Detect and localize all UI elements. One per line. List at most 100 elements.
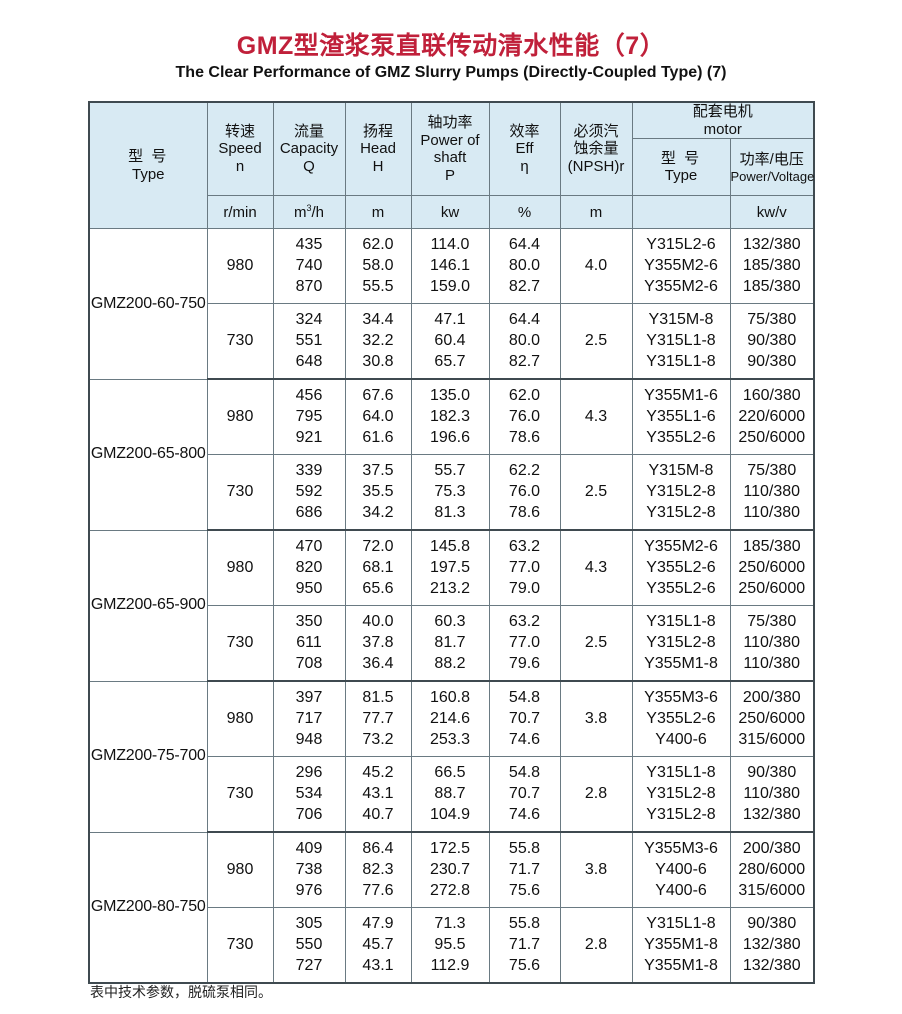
head-cell-value: 86.4 xyxy=(362,840,394,858)
head-cell: 34.4 32.2 30.8 xyxy=(344,303,412,381)
header-motor-en: motor xyxy=(703,120,742,138)
unit-speed: r/min xyxy=(206,195,274,230)
motor-power-voltage-cell-value: 250/6000 xyxy=(738,579,806,597)
speed-value: 730 xyxy=(206,756,274,834)
table-row: GMZ200-80-750 980 409 738 976 86.4 82.3 77.6 172… xyxy=(88,831,815,984)
head-cell: 67.6 64.0 61.6 xyxy=(344,378,412,456)
motor-type-cell-value: Y400-6 xyxy=(655,860,707,878)
capacity-cell: 350 611 708 xyxy=(272,605,346,683)
capacity-cell-value: 456 xyxy=(295,387,323,405)
table-row: GMZ200-65-900 980 470 820 950 72.0 68.1 65.6 145… xyxy=(88,529,815,682)
motor-power-voltage-cell-value: 75/380 xyxy=(747,311,797,329)
efficiency-cell-value: 55.8 xyxy=(508,915,541,933)
shaft-power-cell-value: 160.8 xyxy=(429,689,471,707)
header-efficiency-symbol: η xyxy=(520,158,529,176)
head-cell: 40.0 37.8 36.4 xyxy=(344,605,412,683)
header-speed-en: Speed xyxy=(218,140,262,158)
pump-model-name: GMZ200-65-900 xyxy=(88,529,208,682)
table-row: GMZ200-60-750 980 435 740 870 62.0 58.0 55.5 114… xyxy=(88,228,815,380)
head-cell-value: 55.5 xyxy=(362,277,394,295)
capacity-cell-value: 470 xyxy=(295,538,323,556)
header-npsh-zh1: 必须汽 xyxy=(573,122,619,140)
head-cell-value: 77.6 xyxy=(362,881,394,899)
motor-power-voltage-cell: 132/380 185/380 185/380 xyxy=(729,228,815,305)
page-title-chinese: GMZ型渣浆泵直联传动清水性能（7） xyxy=(236,32,666,60)
motor-power-voltage-cell-value: 132/380 xyxy=(742,935,801,953)
motor-power-voltage-cell-value: 250/6000 xyxy=(738,558,806,576)
motor-power-voltage-cell-value: 90/380 xyxy=(747,331,797,349)
motor-power-voltage-cell-value: 110/380 xyxy=(743,482,801,500)
head-cell-value: 82.3 xyxy=(362,860,394,878)
shaft-power-cell-value: 112.9 xyxy=(430,956,470,974)
capacity-cell-value: 740 xyxy=(295,256,323,274)
motor-type-cell-value: Y355L2-6 xyxy=(646,579,716,597)
shaft-power-cell-value: 66.5 xyxy=(434,764,466,782)
shaft-power-cell-value: 47.1 xyxy=(434,311,466,329)
speed-value: 730 xyxy=(206,303,274,381)
capacity-cell-value: 611 xyxy=(296,633,322,651)
capacity-cell-value: 534 xyxy=(295,784,323,802)
pump-performance-table: 型 号 Type 转速 Speed n 流量 Capacity Q 扬程 xyxy=(88,101,816,985)
capacity-cell-value: 305 xyxy=(295,915,323,933)
head-cell: 72.0 68.1 65.6 xyxy=(344,529,412,607)
motor-type-cell-value: Y315L2-8 xyxy=(646,805,716,823)
shaft-power-cell: 145.8 197.5 213.2 xyxy=(410,529,490,607)
npsh-value: 2.8 xyxy=(559,756,633,834)
capacity-cell-value: 592 xyxy=(295,482,323,500)
motor-power-voltage-cell-value: 110/380 xyxy=(743,633,801,651)
shaft-power-cell-value: 159.0 xyxy=(429,277,471,295)
head-cell-value: 34.2 xyxy=(362,503,394,521)
head-cell-value: 40.0 xyxy=(362,613,394,631)
efficiency-cell-value: 77.0 xyxy=(508,558,541,576)
motor-power-voltage-cell-value: 110/380 xyxy=(743,654,801,672)
motor-power-voltage-cell-value: 132/380 xyxy=(742,236,801,254)
shaft-power-cell-value: 213.2 xyxy=(429,579,471,597)
motor-power-voltage-cell-value: 160/380 xyxy=(742,387,801,405)
pump-model-name: GMZ200-75-700 xyxy=(88,680,208,833)
efficiency-cell-value: 74.6 xyxy=(508,730,541,748)
motor-type-cell-value: Y315L2-8 xyxy=(646,633,716,651)
shaft-power-cell-value: 75.3 xyxy=(434,482,466,500)
head-cell-value: 45.2 xyxy=(362,764,394,782)
capacity-cell-value: 717 xyxy=(295,709,323,727)
efficiency-cell-value: 79.0 xyxy=(508,579,541,597)
header-shaft-power-en2: shaft xyxy=(433,149,467,167)
header-efficiency-en: Eff xyxy=(515,140,534,158)
motor-type-cell: Y355M2-6 Y355L2-6 Y355L2-6 xyxy=(631,529,731,607)
header-speed: 转速 Speed n xyxy=(206,101,274,197)
capacity-cell-value: 435 xyxy=(295,236,323,254)
shaft-power-cell-value: 172.5 xyxy=(429,840,471,858)
head-cell-value: 40.7 xyxy=(362,805,394,823)
efficiency-cell: 62.0 76.0 78.6 xyxy=(488,378,561,456)
efficiency-cell: 63.2 77.0 79.0 xyxy=(488,529,561,607)
head-cell-value: 47.9 xyxy=(362,915,394,933)
npsh-value: 4.0 xyxy=(559,228,633,305)
speed-value: 730 xyxy=(206,907,274,985)
capacity-cell: 456 795 921 xyxy=(272,378,346,456)
motor-type-cell-value: Y315L1-8 xyxy=(646,764,716,782)
motor-type-cell: Y315M-8 Y315L1-8 Y315L1-8 xyxy=(631,303,731,381)
capacity-cell-value: 870 xyxy=(295,277,323,295)
table-header: 型 号 Type 转速 Speed n 流量 Capacity Q 扬程 xyxy=(88,101,815,230)
head-cell-value: 45.7 xyxy=(362,935,394,953)
table-row: 730 305 550 727 47.9 45.7 43.1 71.3 95.5 112.9 55.… xyxy=(89,907,815,985)
shaft-power-cell-value: 88.2 xyxy=(434,654,466,672)
motor-power-voltage-cell-value: 200/380 xyxy=(742,840,801,858)
motor-power-voltage-cell-value: 132/380 xyxy=(742,805,801,823)
efficiency-cell-value: 62.2 xyxy=(508,462,541,480)
unit-efficiency: % xyxy=(488,195,561,230)
motor-type-cell: Y315M-8 Y315L2-8 Y315L2-8 xyxy=(631,454,731,532)
capacity-cell-value: 686 xyxy=(295,503,323,521)
efficiency-cell-value: 64.4 xyxy=(508,311,541,329)
motor-type-cell-value: Y315L2-8 xyxy=(646,503,716,521)
motor-type-cell-value: Y355L2-6 xyxy=(646,558,716,576)
capacity-cell-value: 648 xyxy=(295,352,323,370)
efficiency-cell-value: 71.7 xyxy=(508,935,541,953)
head-cell-value: 35.5 xyxy=(362,482,394,500)
efficiency-cell-value: 70.7 xyxy=(508,709,541,727)
capacity-cell-value: 339 xyxy=(295,462,323,480)
header-speed-symbol: n xyxy=(235,158,245,176)
speed-value: 980 xyxy=(206,378,274,456)
header-speed-zh: 转速 xyxy=(224,122,255,140)
efficiency-cell-value: 78.6 xyxy=(508,503,541,521)
